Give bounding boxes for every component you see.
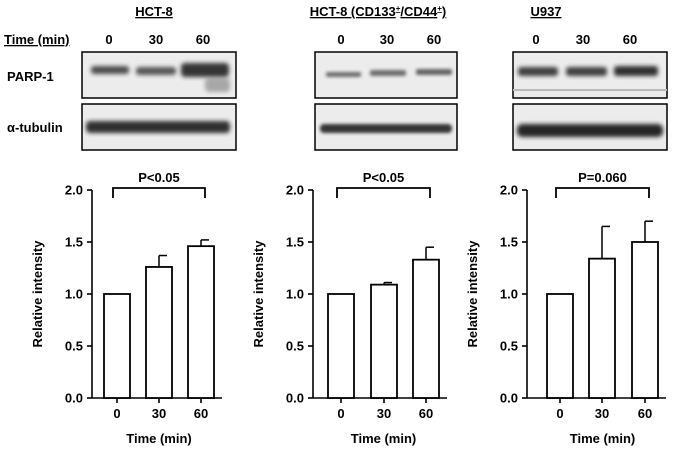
blot-tubulin-hct8 — [81, 103, 237, 151]
significance-bracket — [555, 187, 650, 198]
time-label: 60 — [427, 32, 441, 47]
time-label: 0 — [532, 32, 539, 47]
bar — [412, 258, 440, 399]
blot-parp1-u937 — [512, 51, 668, 99]
significance-label: P<0.05 — [363, 170, 405, 185]
time-label: 30 — [576, 32, 590, 47]
significance-label: P=0.060 — [578, 170, 627, 185]
bar — [588, 257, 616, 399]
x-tick-label: 0 — [337, 406, 344, 421]
x-tick-label: 60 — [419, 406, 433, 421]
y-axis-label: Relative intensity — [251, 240, 266, 348]
bar — [327, 293, 355, 399]
y-tick-label: 0.5 — [65, 339, 83, 354]
significance-label: P<0.05 — [138, 170, 180, 185]
blot-parp1-hct8-cd133-cd44 — [314, 51, 458, 99]
bar — [546, 293, 574, 399]
bar — [631, 241, 659, 399]
bar — [370, 283, 398, 399]
title-part: /CD44 — [400, 4, 438, 19]
time-label: 60 — [623, 32, 637, 47]
time-row-label: Time (min) — [4, 32, 70, 47]
x-tick-label: 60 — [638, 406, 652, 421]
y-tick-label: 2.0 — [65, 183, 83, 198]
x-axis-label: Time (min) — [351, 431, 417, 446]
y-tick-label: 0.5 — [286, 339, 304, 354]
x-tick-label: 30 — [377, 406, 391, 421]
title-sup: + — [396, 4, 401, 13]
time-label: 0 — [337, 32, 344, 47]
y-axis-label: Relative intensity — [30, 240, 45, 348]
x-tick-label: 30 — [152, 406, 166, 421]
y-tick-label: 1.5 — [65, 235, 83, 250]
title-sup: + — [437, 4, 442, 13]
x-tick-label: 0 — [113, 406, 120, 421]
title-part: HCT-8 (CD133 — [310, 4, 396, 19]
y-tick-label: 1.5 — [500, 235, 518, 250]
time-label: 0 — [105, 32, 112, 47]
bar — [145, 266, 173, 399]
blot-label-parp1: PARP-1 — [7, 69, 54, 84]
x-tick-label: 0 — [556, 406, 563, 421]
blot-tubulin-u937 — [512, 103, 668, 151]
significance-bracket — [112, 187, 206, 198]
y-tick-label: 2.0 — [286, 183, 304, 198]
x-axis-label: Time (min) — [126, 431, 192, 446]
y-tick-label: 1.0 — [65, 287, 83, 302]
y-tick-label: 2.0 — [500, 183, 518, 198]
significance-bracket — [336, 187, 431, 198]
bar — [103, 293, 131, 399]
bar — [187, 245, 215, 399]
time-label: 30 — [149, 32, 163, 47]
blot-tubulin-hct8-cd133-cd44 — [314, 103, 458, 151]
y-tick-label: 1.5 — [286, 235, 304, 250]
y-tick-label: 0.5 — [500, 339, 518, 354]
panel-title-hct8-cd133-cd44: HCT-8 (CD133+/CD44+) — [310, 4, 447, 19]
blot-label-tubulin: α-tubulin — [7, 120, 63, 135]
time-label: 30 — [380, 32, 394, 47]
y-tick-label: 0.0 — [65, 391, 83, 406]
x-axis-label: Time (min) — [570, 431, 636, 446]
y-tick-label: 0.0 — [286, 391, 304, 406]
y-tick-label: 0.0 — [500, 391, 518, 406]
blot-parp1-hct8 — [81, 51, 237, 99]
panel-title-u937: U937 — [530, 4, 561, 19]
x-tick-label: 30 — [595, 406, 609, 421]
title-part: ) — [442, 4, 446, 19]
x-tick-label: 60 — [194, 406, 208, 421]
time-label: 60 — [196, 32, 210, 47]
y-axis-label: Relative intensity — [465, 240, 480, 348]
y-tick-label: 1.0 — [500, 287, 518, 302]
panel-title-hct8: HCT-8 — [135, 4, 173, 19]
y-tick-label: 1.0 — [286, 287, 304, 302]
